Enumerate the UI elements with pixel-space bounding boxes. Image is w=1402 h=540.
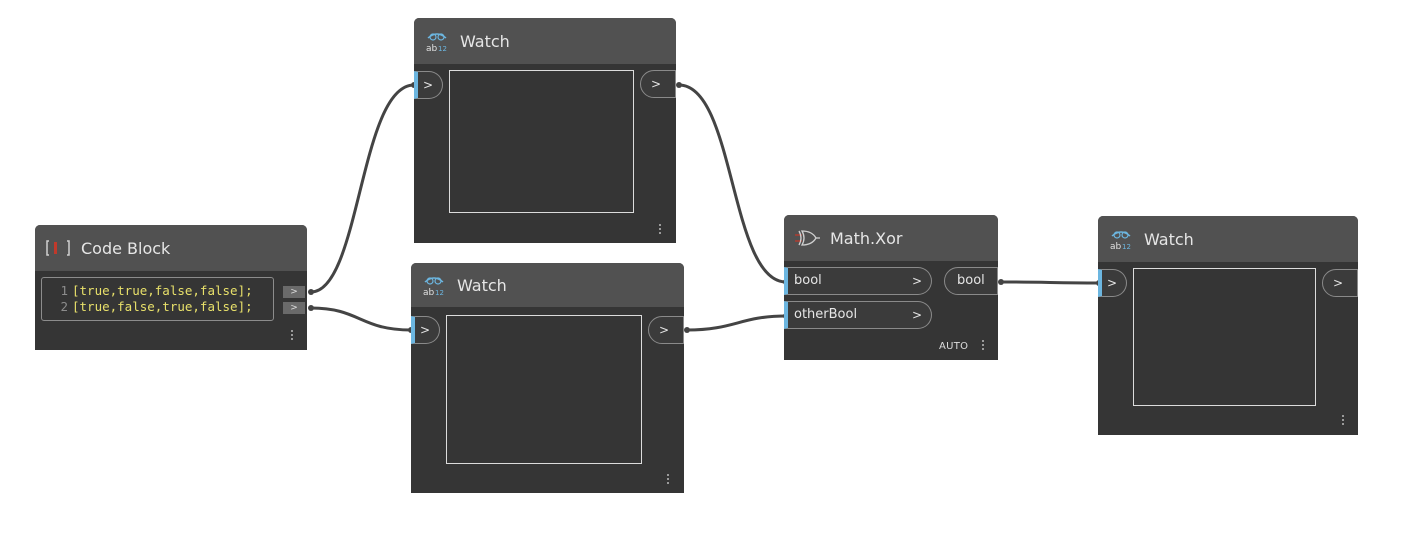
line-number: 2 <box>60 299 68 314</box>
vertical-dots-icon[interactable] <box>659 222 663 236</box>
node-title: Watch <box>460 31 510 51</box>
xor-output-bool[interactable]: bool <box>944 267 998 295</box>
watch-node-top[interactable]: ab 12 Watch > > <box>414 18 676 243</box>
port-arrow: > <box>911 274 922 288</box>
vertical-dots-icon[interactable] <box>982 338 986 352</box>
port-arrow: > <box>658 323 669 337</box>
watch-display <box>1133 268 1316 406</box>
node-title: Math.Xor <box>830 228 903 248</box>
port-arrow: > <box>1106 276 1117 290</box>
node-header[interactable]: ab 12 Watch <box>414 18 676 64</box>
wire-end-dot <box>676 82 682 88</box>
port-arrow: > <box>650 77 661 91</box>
node-title: Watch <box>1144 229 1194 249</box>
wire-watch-bottom-to-xor-otherbool[interactable] <box>686 314 787 332</box>
watch-display <box>446 315 642 464</box>
node-header[interactable]: ab 12 Watch <box>1098 216 1358 262</box>
wire-end-dot <box>308 289 314 295</box>
line-number: 1 <box>60 283 68 298</box>
svg-text:12: 12 <box>438 45 447 53</box>
xor-input-otherbool[interactable]: otherBool > <box>784 301 932 329</box>
port-label: bool <box>794 273 822 288</box>
node-header[interactable]: Math.Xor <box>784 215 998 261</box>
wire-xor-to-watch-right[interactable] <box>1000 280 1100 285</box>
watch-input-port[interactable]: > <box>414 71 443 99</box>
math-xor-node[interactable]: Math.Xor bool > otherBool > bool AUTO <box>784 215 998 360</box>
watch-display <box>449 70 634 213</box>
code-block-icon <box>45 235 71 261</box>
xor-gate-icon <box>794 225 820 251</box>
watch-output-port[interactable]: > <box>640 70 676 98</box>
output-port-line-1[interactable]: > <box>283 286 305 298</box>
code-line: 2 [true,false,true,false]; <box>42 299 273 315</box>
svg-text:ab: ab <box>426 44 438 54</box>
svg-text:ab: ab <box>1110 242 1122 252</box>
svg-text:12: 12 <box>435 289 444 297</box>
port-label: otherBool <box>794 307 858 322</box>
wire-codeblock-to-watch-top[interactable] <box>310 83 415 294</box>
svg-text:12: 12 <box>1122 243 1131 251</box>
watch-output-port[interactable]: > <box>1322 269 1358 297</box>
wire-end-dot <box>684 327 690 333</box>
watch-output-port[interactable]: > <box>648 316 684 344</box>
xor-input-bool[interactable]: bool > <box>784 267 932 295</box>
wire-codeblock-to-watch-bottom[interactable] <box>310 306 412 332</box>
output-port-line-2[interactable]: > <box>283 302 305 314</box>
code-block-node[interactable]: Code Block 1 [true,true,false,false]; 2 [t… <box>35 225 307 350</box>
port-arrow: > <box>1332 276 1343 290</box>
node-header[interactable]: Code Block <box>35 225 307 271</box>
watch-input-port[interactable]: > <box>1098 269 1127 297</box>
node-title: Code Block <box>81 238 171 258</box>
node-title: Watch <box>457 275 507 295</box>
watch-input-port[interactable]: > <box>411 316 440 344</box>
port-arrow: > <box>419 323 430 337</box>
watch-node-right[interactable]: ab 12 Watch > > <box>1098 216 1358 435</box>
vertical-dots-icon[interactable] <box>1342 413 1346 427</box>
watch-icon: ab 12 <box>1108 226 1134 252</box>
code-text[interactable]: [true,false,true,false]; <box>72 299 253 314</box>
lacing-label[interactable]: AUTO <box>939 341 969 352</box>
port-arrow: > <box>911 308 922 322</box>
code-text[interactable]: [true,true,false,false]; <box>72 283 253 298</box>
watch-node-bottom[interactable]: ab 12 Watch > > <box>411 263 684 493</box>
port-arrow: > <box>422 78 433 92</box>
node-header[interactable]: ab 12 Watch <box>411 263 684 307</box>
code-editor[interactable]: 1 [true,true,false,false]; 2 [true,false,t… <box>41 277 274 321</box>
wire-end-dot <box>308 305 314 311</box>
port-label: bool <box>957 273 985 288</box>
vertical-dots-icon[interactable] <box>291 328 295 342</box>
code-line: 1 [true,true,false,false]; <box>42 283 273 299</box>
wire-watch-top-to-xor-bool[interactable] <box>678 83 787 284</box>
watch-icon: ab 12 <box>424 28 450 54</box>
vertical-dots-icon[interactable] <box>667 472 671 486</box>
wire-end-dot <box>998 279 1004 285</box>
watch-icon: ab 12 <box>421 272 447 298</box>
svg-text:ab: ab <box>423 288 435 298</box>
